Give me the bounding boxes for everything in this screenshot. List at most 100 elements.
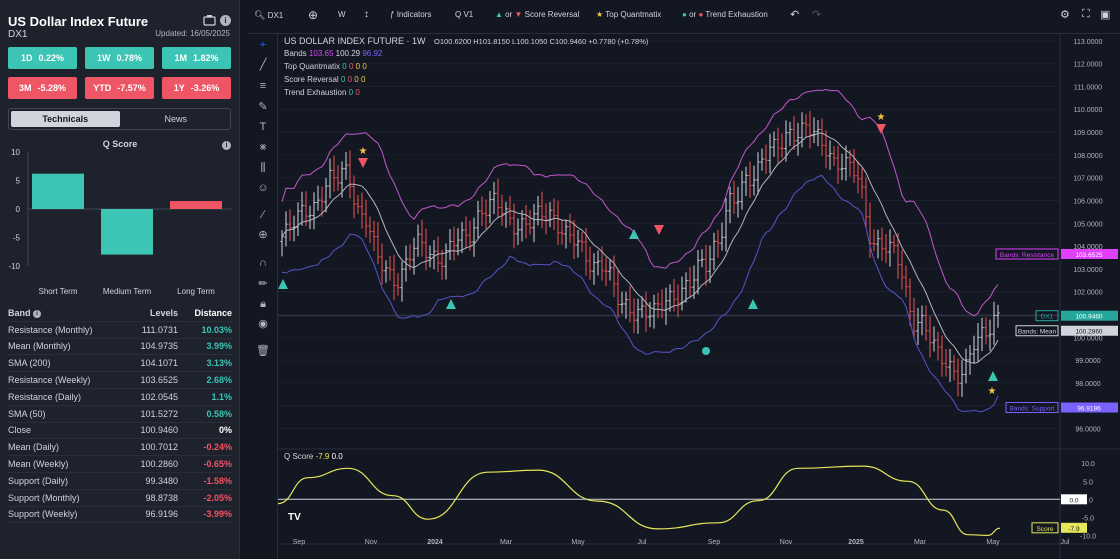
table-row: Close 100.9460 0% <box>8 423 232 440</box>
series-name-tag <box>1005 402 1059 414</box>
band-name: SMA (50) <box>8 408 46 419</box>
trend-exhaustion-signal[interactable] <box>702 347 710 355</box>
tab-news[interactable]: News <box>164 114 187 124</box>
measure-icon[interactable]: ⫼ <box>260 162 266 174</box>
qscore-tick: 0 <box>16 205 21 214</box>
circle-teal-icon: ● <box>682 10 687 19</box>
score-reversal-up-signal[interactable] <box>278 279 288 289</box>
time-tick: Mar <box>914 539 927 546</box>
add-symbol-icon[interactable]: ⊕ <box>308 8 319 22</box>
undo-icon[interactable]: ↶ <box>790 9 800 21</box>
series-name-label: Bands: Mean <box>1018 329 1057 336</box>
series-value-label: 100.9460 <box>1075 314 1102 321</box>
legend-trend-exhaustion[interactable]: Trend Exhaustion 0 0 <box>284 88 360 97</box>
perf-period: 1Y <box>173 83 185 93</box>
price-tick: 111.0000 <box>1074 84 1102 91</box>
trend-exhaustion-toggle[interactable]: ● or ● Trend Exhaustion <box>682 10 768 19</box>
horizontal-lines-icon[interactable]: ≡ <box>259 80 267 92</box>
lock-drawing-icon[interactable]: ✏ <box>258 278 268 290</box>
trendline-icon[interactable]: ╱ <box>259 59 267 71</box>
osc-zero-label: 0.0 <box>1069 497 1078 504</box>
qscore-bar-long-term <box>170 201 222 209</box>
price-tick: 99.0000 <box>1075 358 1100 365</box>
band-name: Mean (Daily) <box>8 442 60 453</box>
score-reversal-toggle[interactable]: ▲ or ▼ Score Reversal <box>495 10 580 19</box>
bar-style-icon[interactable]: ↕ <box>364 9 369 20</box>
price-tick: 102.0000 <box>1073 290 1102 297</box>
score-reversal-down-signal[interactable] <box>358 158 368 168</box>
brush-icon[interactable]: ✎ <box>258 101 268 113</box>
perf-pill-ytd: YTD -7.57% <box>85 77 154 99</box>
ruler-icon[interactable]: ∕ <box>262 209 264 221</box>
watchlist-icon[interactable] <box>203 14 216 26</box>
magnet-icon[interactable]: ∩ <box>259 257 267 269</box>
tab-technicals[interactable]: Technicals <box>11 111 120 127</box>
series-value-label: 100.2860 <box>1075 329 1102 336</box>
fullscreen-icon[interactable]: ⛶ <box>1082 8 1090 20</box>
info-icon[interactable]: i <box>220 15 231 26</box>
legend-top-quantmatix[interactable]: Top Quantmatix 0 0 0 0 <box>284 62 367 71</box>
ohlc-values: O100.6200 H101.8150 L100.1050 C100.9460 … <box>434 37 649 46</box>
band-distance: -0.24% <box>203 442 232 453</box>
crosshair-icon[interactable]: + <box>259 39 267 51</box>
score-reversal-up-signal[interactable] <box>446 299 456 309</box>
version-select[interactable]: Q V1 <box>455 10 474 19</box>
top-quantmatix-signal[interactable]: ★ <box>877 112 886 123</box>
eye-icon[interactable]: ◉ <box>258 318 268 330</box>
score-name-label: Score <box>1037 526 1054 533</box>
band-name: Support (Weekly) <box>8 509 78 520</box>
settings-icon[interactable]: ⚙ <box>1060 9 1070 21</box>
band-distance: -0.65% <box>203 459 232 470</box>
table-row: Mean (Monthly) 104.9735 3.99% <box>8 339 232 356</box>
interval-select[interactable]: W <box>338 10 346 19</box>
zoom-icon[interactable]: ⊕ <box>258 229 268 241</box>
price-chart[interactable]: 113.0000 112.0000 111.0000 110.0000 109.0000… <box>277 34 1120 559</box>
bands-mean-line <box>281 132 999 364</box>
top-quantmatix-signal[interactable]: ★ <box>359 146 368 157</box>
triangle-down-icon: ▼ <box>514 10 523 19</box>
osc-legend[interactable]: Q Score -7.9 0.0 <box>284 452 343 461</box>
legend-bands[interactable]: Bands 103.65 100.29 96.92 <box>284 49 383 58</box>
series-value-label: 96.9196 <box>1077 406 1101 413</box>
top-quantmatix-toggle[interactable]: ★ Top Quantmatix <box>596 10 662 19</box>
band-name: Resistance (Monthly) <box>8 324 93 335</box>
table-row: Support (Weekly) 96.9196 -3.99% <box>8 507 232 524</box>
emoji-icon[interactable]: ☺ <box>257 182 269 194</box>
redo-icon[interactable]: ↷ <box>812 9 822 21</box>
lock-icon[interactable]: 🔒︎ <box>260 298 266 310</box>
chart-legend-title: US DOLLAR INDEX FUTURE · 1W O100.6200 H1… <box>284 36 649 46</box>
score-reversal-down-signal[interactable] <box>654 225 664 235</box>
pattern-icon[interactable]: ⨳ <box>259 141 267 153</box>
band-table: Band i Levels Distance Resistance (Month… <box>8 305 232 524</box>
indicators-button[interactable]: ƒ Indicators <box>390 10 432 19</box>
band-level: 99.3480 <box>145 475 178 486</box>
screenshot-icon[interactable]: ▣ <box>1100 9 1111 21</box>
panel-tabs: Technicals News <box>8 108 231 130</box>
band-name: Mean (Monthly) <box>8 341 71 352</box>
series-name-label: DX1 <box>1041 314 1054 321</box>
symbol-search[interactable]: 🔍︎ DX1 <box>254 10 284 20</box>
osc-tick: -5.0 <box>1082 515 1094 522</box>
legend-score-reversal[interactable]: Score Reversal 0 0 0 0 <box>284 75 366 84</box>
score-reversal-up-signal[interactable] <box>748 299 758 309</box>
price-tick: 107.0000 <box>1073 176 1102 183</box>
band-level: 96.9196 <box>145 509 178 520</box>
qscore-tick: -5 <box>13 234 21 243</box>
qscore-title: Q Score <box>102 139 138 149</box>
tradingview-logo[interactable]: TV <box>288 512 301 523</box>
text-icon[interactable]: T <box>259 121 267 133</box>
band-info-icon[interactable]: i <box>33 309 42 318</box>
score-reversal-up-signal[interactable] <box>629 229 639 239</box>
top-quantmatix-signal[interactable]: ★ <box>988 386 997 397</box>
score-reversal-down-signal[interactable] <box>876 124 886 134</box>
header-levels: Levels <box>149 307 178 318</box>
series-value-tag <box>1061 310 1118 321</box>
perf-period: 3M <box>18 83 32 93</box>
score-reversal-up-signal[interactable] <box>988 371 998 381</box>
main-chart-area[interactable]: 113.0000 112.0000 111.0000 110.0000 109.0000… <box>277 34 1120 559</box>
table-row: Resistance (Weekly) 103.6525 2.68% <box>8 372 232 389</box>
star-icon: ★ <box>596 10 604 19</box>
trash-icon[interactable]: 🗑︎ <box>256 345 270 357</box>
qscore-info-icon[interactable]: i <box>222 141 231 150</box>
series-value-tag <box>1061 248 1118 259</box>
